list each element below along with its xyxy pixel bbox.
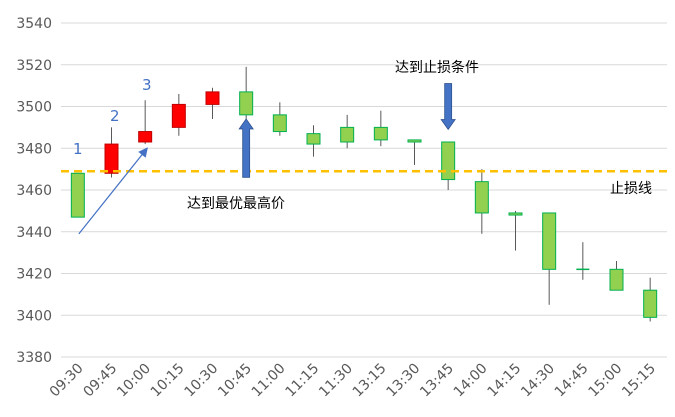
candle-1400 [474, 169, 489, 234]
candle-body [373, 126, 388, 141]
x-tick-label: 13:45 [417, 361, 457, 401]
candle-body [239, 91, 254, 116]
x-tick-label: 14:15 [484, 361, 524, 401]
y-axis-ticks: 3380 3400 3420 3440 3460 3480 3500 3520 3540 [16, 16, 52, 366]
candle-body [272, 114, 287, 133]
y-tick-label: 3480 [16, 141, 52, 157]
candle-1430 [542, 212, 557, 305]
y-tick-label: 3400 [16, 308, 52, 324]
gridlines [61, 22, 667, 358]
candle-1130 [340, 114, 355, 149]
candle-1000 [138, 100, 153, 145]
y-tick-label: 3500 [16, 100, 52, 116]
candle-1015 [171, 93, 186, 136]
down-block-arrow-icon [440, 83, 456, 131]
x-tick-label: 10:00 [114, 361, 154, 401]
x-tick-label: 14:30 [518, 361, 558, 401]
x-tick-label: 09:45 [80, 361, 120, 401]
x-tick-label: 10:30 [181, 361, 221, 401]
candle-1045 [239, 66, 254, 120]
candle-1415 [508, 210, 523, 251]
candle-1345 [441, 141, 456, 190]
x-tick-label: 14:00 [451, 361, 491, 401]
x-tick-label: 09:30 [47, 361, 87, 401]
x-tick-label: 11:15 [282, 361, 322, 401]
candle-body [643, 289, 658, 318]
y-tick-label: 3520 [16, 58, 52, 74]
x-tick-label: 15:00 [585, 361, 625, 401]
candle-body [205, 91, 220, 105]
highest-price-label: 达到最优最高价 [187, 195, 285, 212]
y-tick-label: 3440 [16, 225, 52, 241]
step-label-3: 3 [142, 76, 152, 94]
candle-1100 [272, 102, 287, 136]
candle-body [609, 268, 624, 291]
candle-1500 [609, 260, 624, 291]
candle-body [474, 181, 489, 214]
x-axis-ticks: 09:3009:4510:0010:1510:3010:4511:0011:15… [47, 361, 659, 401]
x-tick-label: 11:00 [249, 361, 289, 401]
candle-body [138, 131, 153, 143]
stop-trigger-label: 达到止损条件 [395, 59, 479, 76]
y-tick-label: 3380 [16, 350, 52, 366]
candle-body [340, 126, 355, 143]
diagonal-arrow-icon [78, 147, 148, 235]
x-tick-label: 13:15 [350, 361, 390, 401]
candle-body [542, 212, 557, 270]
candle-1315 [373, 110, 388, 147]
x-tick-label: 10:15 [148, 361, 188, 401]
candle-body [441, 141, 456, 181]
x-tick-label: 10:45 [215, 361, 255, 401]
y-tick-label: 3540 [16, 16, 52, 32]
candle-body [407, 139, 422, 143]
candle-0930 [70, 172, 85, 218]
candle-body [171, 103, 186, 128]
step-label-1: 1 [73, 140, 83, 158]
candle-1515 [643, 277, 658, 322]
annotation-arrows [78, 83, 456, 235]
x-tick-label: 13:30 [383, 361, 423, 401]
candle-1330 [407, 139, 422, 165]
candles [70, 66, 658, 322]
candle-1030 [205, 87, 220, 120]
x-tick-label: 11:30 [316, 361, 356, 401]
candle-body [104, 143, 119, 174]
x-tick-label: 14:45 [552, 361, 592, 401]
x-tick-label: 15:15 [619, 361, 659, 401]
candle-1115 [306, 125, 321, 157]
candle-1445 [576, 242, 590, 280]
y-tick-label: 3420 [16, 267, 52, 283]
candle-0945 [104, 127, 119, 178]
up-block-arrow-icon [238, 118, 254, 178]
candle-body [508, 212, 523, 216]
y-tick-label: 3460 [16, 183, 52, 199]
candle-body [70, 172, 85, 218]
stop-loss-line-label: 止损线 [610, 181, 652, 197]
candle-body [306, 133, 321, 145]
step-label-2: 2 [110, 107, 120, 125]
